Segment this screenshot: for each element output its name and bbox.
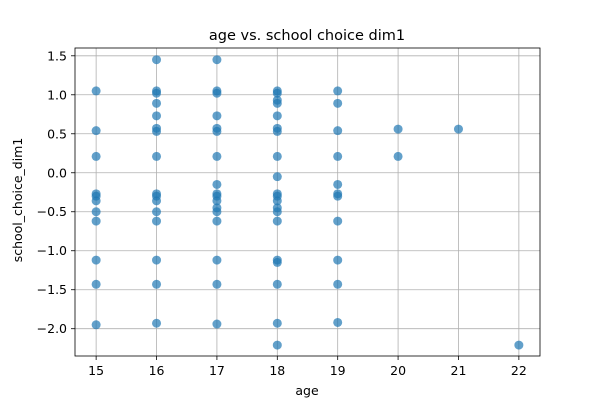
y-tick-label: 1.5 [47,48,67,63]
data-point [333,191,343,201]
data-point [333,179,343,189]
x-tick-label: 18 [269,363,285,378]
data-point [212,255,222,265]
y-axis: 1.5 1.0 0.5 0.0 −0.5 −1.0 −1.5 −2.0 [37,48,75,336]
data-point [152,279,162,289]
y-axis-label: school_choice_dim1 [10,138,25,263]
data-point [212,319,222,329]
x-tick-label: 22 [511,363,527,378]
y-tick-label: −2.0 [37,321,67,336]
data-point [272,111,282,121]
data-point [152,216,162,226]
data-point [152,126,162,136]
data-point [212,111,222,121]
data-point [272,126,282,136]
data-point [514,340,524,350]
data-point [91,86,101,96]
data-point [272,257,282,267]
data-point [333,279,343,289]
data-point [272,88,282,98]
y-tick-label: 0.0 [47,165,67,180]
data-point [91,216,101,226]
data-points [91,55,524,350]
data-point [152,196,162,206]
data-point [393,124,403,134]
data-point [272,318,282,328]
data-point [152,55,162,65]
x-tick-label: 21 [451,363,467,378]
x-tick-label: 16 [149,363,165,378]
y-tick-label: 0.5 [47,126,67,141]
data-point [333,255,343,265]
data-point [152,151,162,161]
data-point [91,126,101,136]
data-point [91,196,101,206]
plot-frame [74,47,541,357]
data-point [91,320,101,330]
data-point [212,179,222,189]
data-point [212,151,222,161]
data-point [272,340,282,350]
data-point [152,111,162,121]
data-point [393,151,403,161]
data-point [212,279,222,289]
data-point [212,207,222,217]
data-point [152,255,162,265]
x-tick-label: 20 [390,363,406,378]
y-tick-label: −1.0 [37,243,67,258]
data-point [333,86,343,96]
data-point [152,88,162,98]
data-point [91,279,101,289]
data-point [152,318,162,328]
data-point [91,255,101,265]
data-point [152,207,162,217]
data-point [91,151,101,161]
data-point [212,196,222,206]
x-tick-label: 17 [209,363,225,378]
chart-title: age vs. school choice dim1 [209,28,405,44]
x-tick-label: 15 [88,363,104,378]
data-point [333,126,343,136]
data-point [272,172,282,182]
data-point [272,279,282,289]
x-axis-label: age [295,383,319,398]
data-point [272,216,282,226]
data-point [272,196,282,206]
data-point [272,207,282,217]
data-point [333,317,343,327]
y-tick-label: 1.0 [47,87,67,102]
data-point [152,98,162,108]
data-point [212,126,222,136]
y-tick-label: −0.5 [37,204,67,219]
data-point [212,216,222,226]
data-point [333,151,343,161]
x-axis: 15 16 17 18 19 20 21 22 [88,356,527,378]
data-point [453,124,463,134]
x-tick-label: 19 [330,363,346,378]
data-point [212,88,222,98]
data-point [91,207,101,217]
data-point [212,55,222,65]
y-tick-label: −1.5 [37,282,67,297]
data-point [272,98,282,108]
data-point [333,98,343,108]
grid [75,48,540,356]
data-point [333,216,343,226]
data-point [272,151,282,161]
